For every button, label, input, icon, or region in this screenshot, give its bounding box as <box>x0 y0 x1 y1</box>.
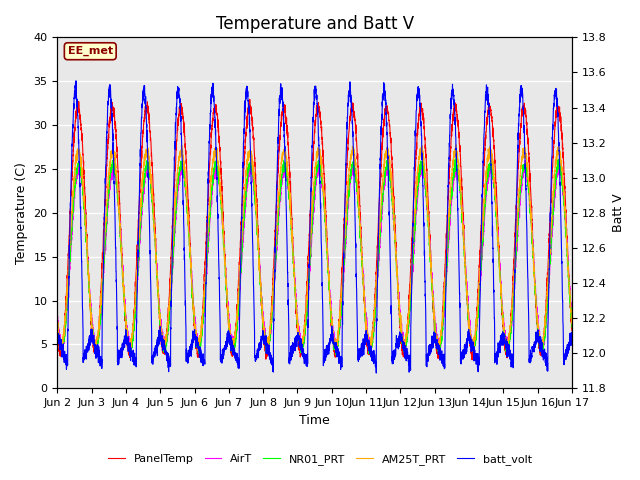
PanelTemp <box>246 96 253 102</box>
NR01_PRT <box>332 352 340 358</box>
AirT <box>54 314 61 320</box>
AirT <box>459 218 467 224</box>
batt_volt <box>401 349 409 355</box>
AirT <box>568 315 576 321</box>
PanelTemp <box>146 128 154 133</box>
batt_volt <box>372 370 380 376</box>
Y-axis label: Batt V: Batt V <box>612 193 625 232</box>
Line: PanelTemp: PanelTemp <box>58 99 572 360</box>
batt_volt <box>568 337 576 343</box>
AM25T_PRT <box>401 342 409 348</box>
Line: AM25T_PRT: AM25T_PRT <box>58 145 572 351</box>
NR01_PRT <box>401 345 409 350</box>
Title: Temperature and Batt V: Temperature and Batt V <box>216 15 413 33</box>
AM25T_PRT <box>146 160 154 166</box>
PanelTemp <box>430 312 438 317</box>
NR01_PRT <box>568 318 575 324</box>
batt_volt <box>146 251 154 257</box>
AM25T_PRT <box>452 142 460 148</box>
PanelTemp <box>401 348 409 354</box>
AM25T_PRT <box>54 316 61 322</box>
AirT <box>333 348 340 354</box>
batt_volt <box>296 342 303 348</box>
AirT <box>146 171 154 177</box>
batt_volt <box>459 356 467 362</box>
Y-axis label: Temperature (C): Temperature (C) <box>15 162 28 264</box>
NR01_PRT <box>295 338 303 344</box>
NR01_PRT <box>452 155 460 161</box>
batt_volt <box>430 336 438 342</box>
AM25T_PRT <box>459 222 467 228</box>
Line: NR01_PRT: NR01_PRT <box>58 158 572 355</box>
AirT <box>430 302 438 308</box>
PanelTemp <box>568 318 575 324</box>
AM25T_PRT <box>296 331 303 337</box>
AirT <box>401 339 409 345</box>
NR01_PRT <box>459 228 467 234</box>
AirT <box>295 332 303 337</box>
Line: batt_volt: batt_volt <box>58 81 572 373</box>
Text: EE_met: EE_met <box>68 46 113 56</box>
NR01_PRT <box>54 317 61 323</box>
NR01_PRT <box>430 312 438 318</box>
X-axis label: Time: Time <box>300 414 330 427</box>
batt_volt <box>54 332 61 338</box>
PanelTemp <box>296 342 303 348</box>
AM25T_PRT <box>262 348 270 354</box>
AirT <box>522 157 529 163</box>
PanelTemp <box>468 357 476 363</box>
NR01_PRT <box>146 167 154 173</box>
AM25T_PRT <box>568 316 575 322</box>
PanelTemp <box>459 205 467 211</box>
batt_volt <box>72 78 80 84</box>
Legend: PanelTemp, AirT, NR01_PRT, AM25T_PRT, batt_volt: PanelTemp, AirT, NR01_PRT, AM25T_PRT, ba… <box>104 450 536 469</box>
PanelTemp <box>568 328 576 334</box>
AM25T_PRT <box>430 309 438 315</box>
AirT <box>568 311 575 317</box>
PanelTemp <box>54 325 61 331</box>
NR01_PRT <box>568 324 576 330</box>
AM25T_PRT <box>568 320 576 326</box>
Line: AirT: AirT <box>58 160 572 351</box>
batt_volt <box>568 329 575 335</box>
